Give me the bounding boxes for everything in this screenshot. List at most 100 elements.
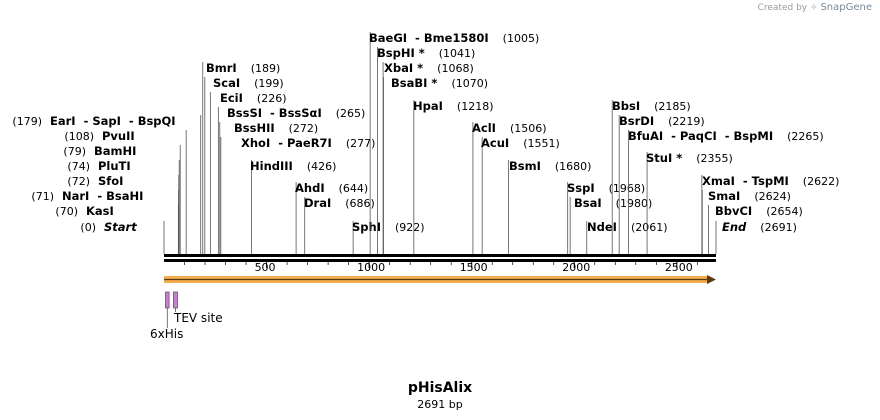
site-xhoi: XhoI - PaeR7I (277) [220,136,375,254]
site-xbai: XbaI * (1068) [382,61,474,254]
site-name: SphI [352,220,381,234]
site-acui: AcuI (1551) [481,136,560,254]
site-name: BmrI [206,61,237,75]
site-name: XmaI - TspMI [702,174,789,188]
site-position: (426) [307,160,337,173]
site-name: DraI [304,196,331,210]
plasmid-name: pHisAlix [407,380,473,396]
site-bfuai: BfuAI - PaqCI - BspMI (2265) [628,129,824,254]
site-bbvci: BbvCI (2654) [708,204,803,254]
site-name: Start [104,220,137,234]
backbone-top-line [164,254,716,257]
site-position: (1068) [437,62,474,75]
site-position: (2185) [654,100,691,113]
site-position: (79) [63,145,86,158]
credit-prefix: Created by [757,3,808,13]
site-bsshii: BssHII (272) [219,121,318,254]
site-stui: StuI * (2355) [646,151,733,254]
feature-label: 6xHis [150,327,183,341]
site-name: HindIII [250,159,293,173]
site-pluti: PluTI (74) [67,159,180,254]
site-start: Start (0) [80,220,165,254]
site-end: End (2691) [715,220,797,254]
site-name: SmaI [708,189,740,203]
site-name: AhdI [295,181,325,195]
backbone-bottom-line [164,259,716,262]
feature-label: TEV site [173,311,223,325]
ruler-tick-label: 500 [255,261,276,274]
site-drai: DraI (686) [304,196,375,254]
site-position: (2654) [766,205,803,218]
site-name: BsrDI [619,114,654,128]
site-name: PvuII [102,129,135,143]
feature-box [165,291,170,309]
feature-tev-site: TEV site [173,291,223,325]
site-position: (108) [64,130,94,143]
site-name: HpaI [413,99,443,113]
site-name: SfoI [98,174,123,188]
site-position: (2061) [631,221,668,234]
site-name: BsaI [574,196,602,210]
site-position: (1980) [616,197,653,210]
restriction-sites: Start (0) KasI (70) NarI - BsaHI (71) SfoI (72)… [12,31,839,254]
site-position: (74) [67,160,90,173]
site-position: (226) [257,92,287,105]
site-position: (686) [345,197,375,210]
site-position: (265) [336,107,366,120]
site-position: (1005) [503,32,540,45]
site-position: (199) [254,77,284,90]
site-kasi: KasI (70) [55,204,179,254]
ruler-tick-label: 1500 [460,261,488,274]
snapgene-credit: Created by ✧ SnapGene [758,2,872,13]
site-bsphi: BspHI * (1041) [377,46,475,254]
site-name: ScaI [213,76,240,90]
site-xmai: XmaI - TspMI (2622) [701,174,839,254]
site-position: (70) [55,205,78,218]
site-bamhi: BamHI (79) [63,144,181,254]
site-position: (2624) [754,190,791,203]
site-position: (1506) [510,122,547,135]
site-bsssi: BssSI - BssSαI (265) [217,106,366,254]
site-position: (0) [80,221,96,234]
site-bsmi: BsmI (1680) [508,159,592,254]
site-bbsi: BbsI (2185) [611,99,691,254]
site-position: (922) [395,221,425,234]
site-name: BaeGI - Bme1580I [369,31,489,45]
site-name: BbvCI [715,204,752,218]
site-name: SspI [567,181,595,195]
site-pvuii: PvuII (108) [64,129,187,254]
site-name: End [722,220,747,234]
site-name: BbsI [612,99,640,113]
site-scai: ScaI (199) [204,76,284,254]
site-name: NdeI [587,220,617,234]
site-bsrdi: BsrDI (2219) [618,114,705,254]
site-bsai: BsaI (1980) [569,196,653,254]
site-position: (2691) [760,221,797,234]
site-name: BssHII [234,121,275,135]
orf-arrow [164,275,716,284]
site-name: PluTI [98,159,131,173]
site-name: BsaBI * [391,76,437,90]
site-smai: SmaI (2624) [701,189,791,254]
site-hpai: HpaI (1218) [413,99,493,254]
site-position: (1968) [609,182,646,195]
site-name: BsmI [509,159,541,173]
site-position: (1070) [451,77,488,90]
site-position: (2355) [696,152,733,165]
site-position: (2265) [787,130,824,143]
plasmid-size: 2691 bp [417,398,463,411]
site-acli: AclI (1506) [472,121,547,254]
credit-brand: SnapGene [820,2,872,13]
site-name: BspHI * [377,46,425,60]
site-name: AcuI [481,136,509,150]
site-name: XbaI * [384,61,423,75]
site-position: (189) [251,62,281,75]
site-position: (1680) [555,160,592,173]
site-hindiii: HindIII (426) [250,159,336,254]
plasmid-linear-map: Start (0) KasI (70) NarI - BsaHI (71) SfoI (72)… [12,31,839,341]
site-name: EciI [220,91,243,105]
site-nari: NarI - BsaHI (71) [31,189,179,254]
ruler-tick-label: 1000 [357,261,385,274]
site-name: NarI - BsaHI [62,189,143,203]
site-name: BamHI [94,144,136,158]
